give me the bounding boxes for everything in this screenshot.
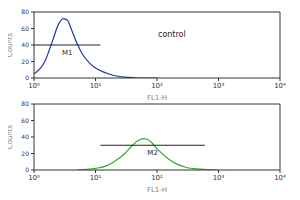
svg-text:80: 80 <box>21 100 29 107</box>
svg-text:80: 80 <box>21 8 29 15</box>
svg-text:10⁴: 10⁴ <box>274 82 286 90</box>
svg-text:Counts: Counts <box>8 124 14 149</box>
svg-text:10¹: 10¹ <box>90 174 102 182</box>
svg-text:0: 0 <box>25 74 29 81</box>
svg-text:M1: M1 <box>62 49 73 57</box>
svg-text:60: 60 <box>21 25 29 32</box>
svg-text:10²: 10² <box>151 174 163 182</box>
svg-text:60: 60 <box>21 117 29 124</box>
svg-text:0: 0 <box>25 166 29 173</box>
svg-text:10⁴: 10⁴ <box>274 174 286 182</box>
svg-text:40: 40 <box>21 41 29 48</box>
svg-text:10⁰: 10⁰ <box>28 174 40 182</box>
svg-text:10⁰: 10⁰ <box>28 82 40 90</box>
svg-text:Counts: Counts <box>8 32 14 57</box>
svg-text:10¹: 10¹ <box>90 82 102 90</box>
svg-text:FL1-H: FL1-H <box>147 186 167 192</box>
svg-text:M2: M2 <box>147 149 158 157</box>
html-text:control: control <box>158 30 186 39</box>
svg-text:FL1-H: FL1-H <box>147 94 167 100</box>
svg-text:10³: 10³ <box>213 174 225 182</box>
svg-text:20: 20 <box>21 150 29 157</box>
svg-text:40: 40 <box>21 133 29 140</box>
svg-text:10²: 10² <box>151 82 163 90</box>
svg-text:10³: 10³ <box>213 82 225 90</box>
svg-text:20: 20 <box>21 58 29 65</box>
